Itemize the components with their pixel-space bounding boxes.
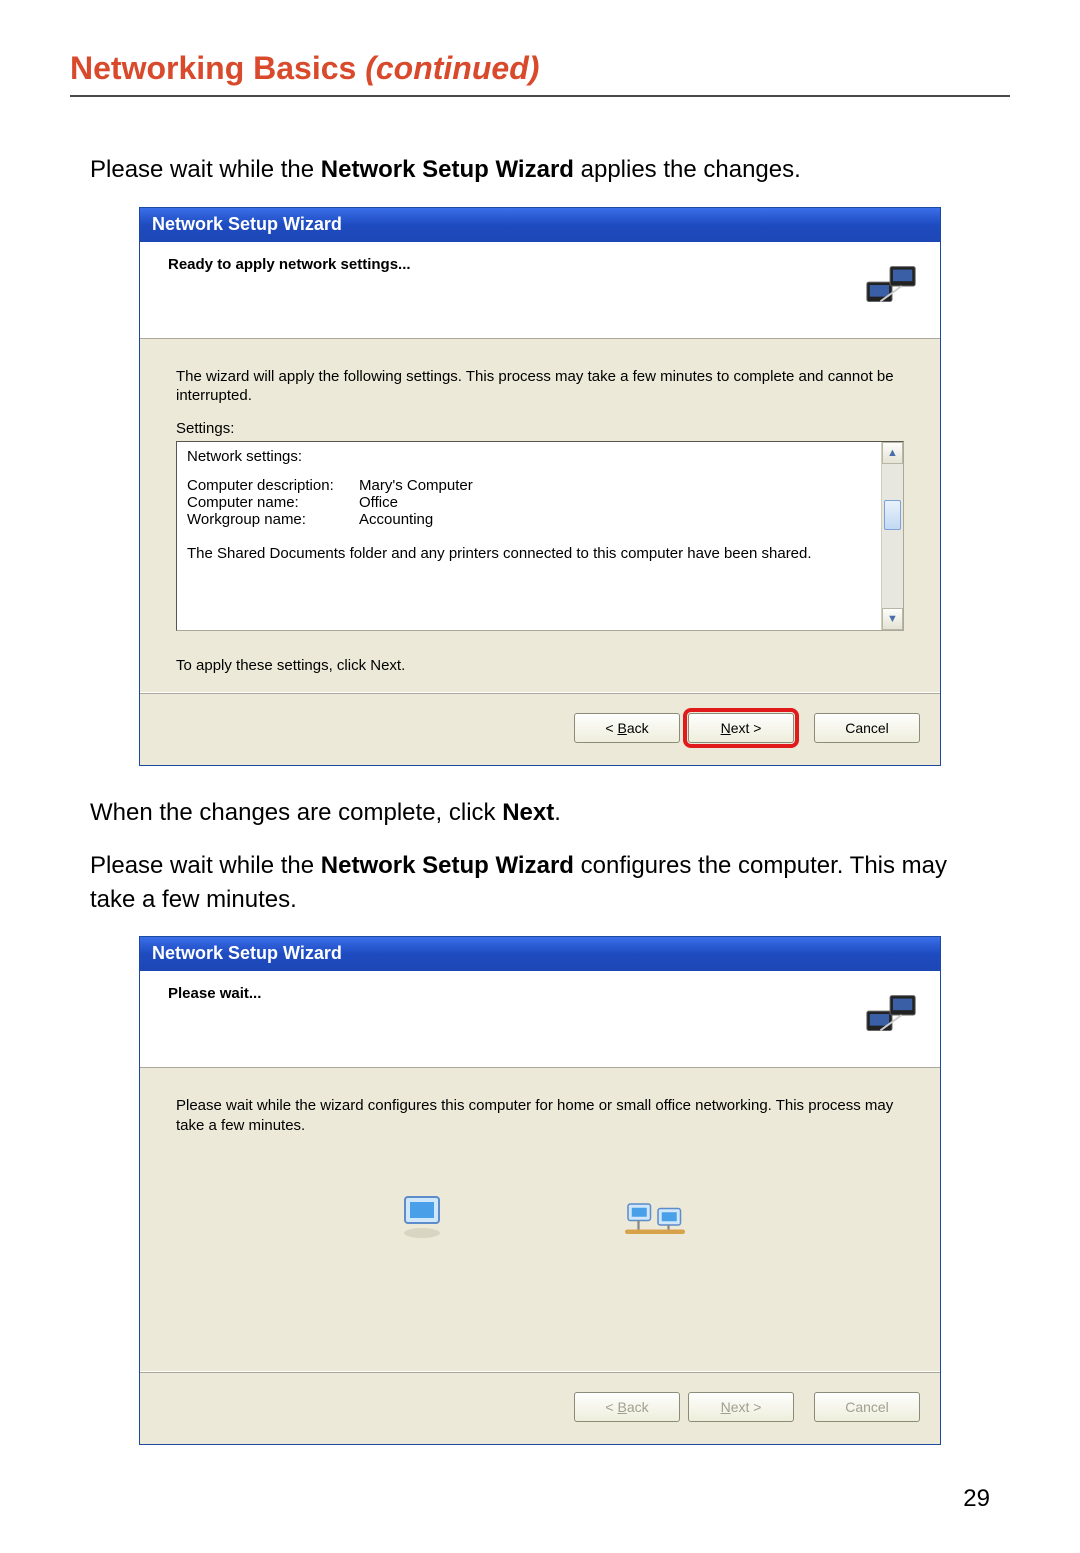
scroll-up-icon[interactable]: ▲ bbox=[882, 442, 903, 464]
progress-animation bbox=[176, 1149, 904, 1353]
wizard-dialog-wait: Network Setup Wizard Please wait... Plea… bbox=[139, 936, 941, 1445]
page-title-main: Networking Basics bbox=[70, 50, 365, 86]
cancel-button[interactable]: Cancel bbox=[814, 713, 920, 743]
dialog-content: The wizard will apply the following sett… bbox=[140, 339, 940, 692]
table-row: Workgroup name: Accounting bbox=[187, 511, 871, 528]
network-computers-icon bbox=[862, 256, 922, 316]
settings-label: Settings: bbox=[176, 420, 904, 437]
cancel-button: Cancel bbox=[814, 1392, 920, 1422]
page-number: 29 bbox=[70, 1485, 1010, 1513]
back-button[interactable]: < Back bbox=[574, 713, 680, 743]
back-button: < Back bbox=[574, 1392, 680, 1422]
network-icon bbox=[625, 1189, 685, 1253]
highlight-ring bbox=[683, 708, 799, 748]
scrollbar[interactable]: ▲ ▼ bbox=[881, 442, 903, 630]
dialog-content: Please wait while the wizard configures … bbox=[140, 1068, 940, 1371]
apply-instruction: To apply these settings, click Next. bbox=[176, 657, 904, 674]
button-bar: < Back Next > Cancel bbox=[140, 1371, 940, 1444]
dialog-header-title: Ready to apply network settings... bbox=[168, 256, 411, 273]
dialog-header: Ready to apply network settings... bbox=[140, 242, 940, 339]
next-button: Next > bbox=[688, 1392, 794, 1422]
settings-heading: Network settings: bbox=[187, 448, 871, 465]
dialog-titlebar: Network Setup Wizard bbox=[140, 937, 940, 971]
page-title: Networking Basics (continued) bbox=[70, 50, 1010, 87]
table-row: Computer name: Office bbox=[187, 494, 871, 511]
dialog-title: Network Setup Wizard bbox=[152, 943, 342, 963]
title-divider bbox=[70, 95, 1010, 97]
network-computers-icon bbox=[862, 985, 922, 1045]
button-bar: < Back Next > Cancel bbox=[140, 692, 940, 765]
dialog-header-title: Please wait... bbox=[168, 985, 261, 1002]
next-button[interactable]: Next > bbox=[688, 713, 794, 743]
intro-para-2: When the changes are complete, click Nex… bbox=[70, 796, 1010, 830]
wizard-intro: Please wait while the wizard configures … bbox=[176, 1096, 904, 1135]
intro-para-1: Please wait while the Network Setup Wiza… bbox=[70, 153, 1010, 187]
wizard-dialog-ready: Network Setup Wizard Ready to apply netw… bbox=[139, 207, 941, 766]
dialog-header: Please wait... bbox=[140, 971, 940, 1068]
computer-icon bbox=[395, 1189, 455, 1253]
dialog-title: Network Setup Wizard bbox=[152, 214, 342, 234]
scroll-down-icon[interactable]: ▼ bbox=[882, 608, 903, 630]
table-row: Computer description: Mary's Computer bbox=[187, 477, 871, 494]
scroll-thumb[interactable] bbox=[884, 500, 901, 530]
wizard-intro: The wizard will apply the following sett… bbox=[176, 367, 904, 406]
intro-para-3: Please wait while the Network Setup Wiza… bbox=[70, 849, 1010, 916]
shared-text: The Shared Documents folder and any prin… bbox=[187, 544, 871, 564]
settings-listbox: Network settings: Computer description: … bbox=[176, 441, 904, 631]
page-title-continued: (continued) bbox=[365, 50, 539, 86]
dialog-titlebar: Network Setup Wizard bbox=[140, 208, 940, 242]
